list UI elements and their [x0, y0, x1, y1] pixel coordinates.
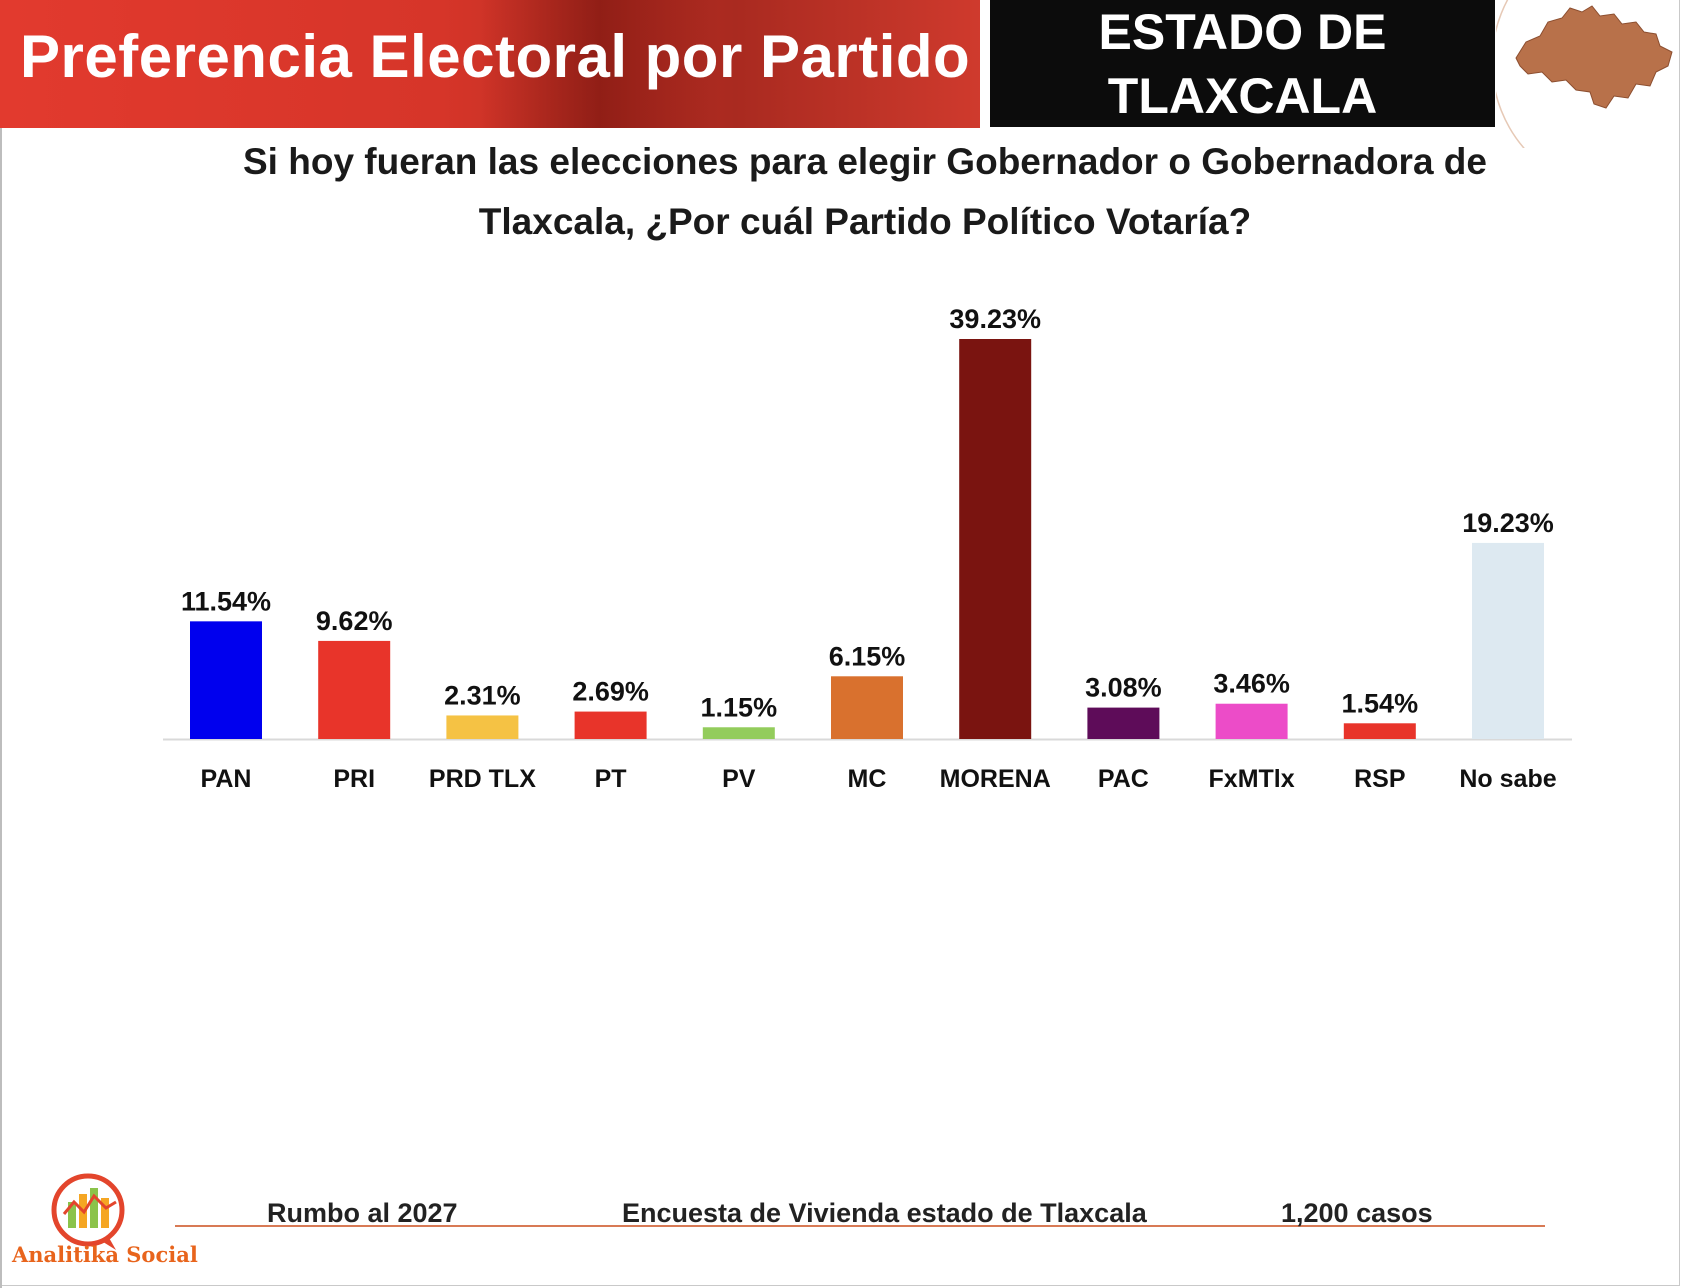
bar-pac — [1087, 707, 1160, 739]
category-label: PRD TLX — [429, 765, 536, 793]
footer-right-text: 1,200 casos — [1281, 1198, 1433, 1228]
bar-no-sabe — [1472, 542, 1544, 739]
category-label: PV — [722, 765, 756, 793]
state-line-1: ESTADO DE — [1098, 4, 1387, 60]
category-label: MC — [848, 765, 887, 793]
bar-prd-tlx — [446, 715, 519, 739]
category-label: PAN — [201, 765, 252, 793]
logo-text: Analitika Social — [12, 1242, 198, 1267]
data-label: 2.31% — [444, 680, 521, 710]
category-label: FxMTlx — [1209, 765, 1295, 793]
bar-morena — [959, 339, 1032, 739]
bar-mc — [831, 676, 903, 739]
footer-center-text: Encuesta de Vivienda estado de Tlaxcala — [622, 1198, 1147, 1228]
data-label: 9.62% — [316, 606, 393, 636]
title-band — [0, 0, 980, 128]
data-label: 1.15% — [701, 692, 778, 722]
analitika-bar-chart-logo-icon — [8, 1162, 178, 1282]
data-label: 19.23% — [1462, 508, 1554, 538]
category-label: PRI — [333, 765, 375, 793]
slide-left-edge — [0, 128, 2, 1288]
category-label: No sabe — [1459, 765, 1556, 793]
bar-pan — [190, 621, 262, 739]
main-title: Preferencia Electoral por Partido — [20, 23, 971, 90]
category-label: MORENA — [940, 765, 1051, 793]
data-label: 6.15% — [829, 641, 906, 671]
data-label: 11.54% — [181, 586, 271, 616]
category-label: PAC — [1098, 765, 1149, 793]
category-label: RSP — [1354, 765, 1405, 793]
chart-question: Si hoy fueran las elecciones para elegir… — [150, 132, 1580, 252]
bar-rsp — [1343, 723, 1416, 739]
category-label: PT — [595, 765, 627, 793]
title-band-shade — [480, 0, 720, 128]
footer-divider — [175, 1225, 1545, 1227]
data-label: 39.23% — [949, 304, 1041, 334]
chart-question-line-2: Tlaxcala, ¿Por cuál Partido Político Vot… — [478, 201, 1252, 242]
data-label: 2.69% — [572, 677, 649, 707]
bar-pv — [702, 727, 775, 739]
bar-fxmtlx — [1215, 703, 1288, 739]
data-label: 3.08% — [1085, 673, 1162, 703]
bar-pri — [318, 640, 391, 739]
data-label: 1.54% — [1342, 688, 1419, 718]
state-line-2: TLAXCALA — [1107, 68, 1378, 124]
chart-question-line-1: Si hoy fueran las elecciones para elegir… — [243, 141, 1487, 182]
data-label: 3.46% — [1213, 669, 1290, 699]
state-box: ESTADO DE TLAXCALA — [990, 0, 1495, 127]
bar-pt — [574, 711, 647, 739]
footer-left-text: Rumbo al 2027 — [267, 1198, 458, 1228]
